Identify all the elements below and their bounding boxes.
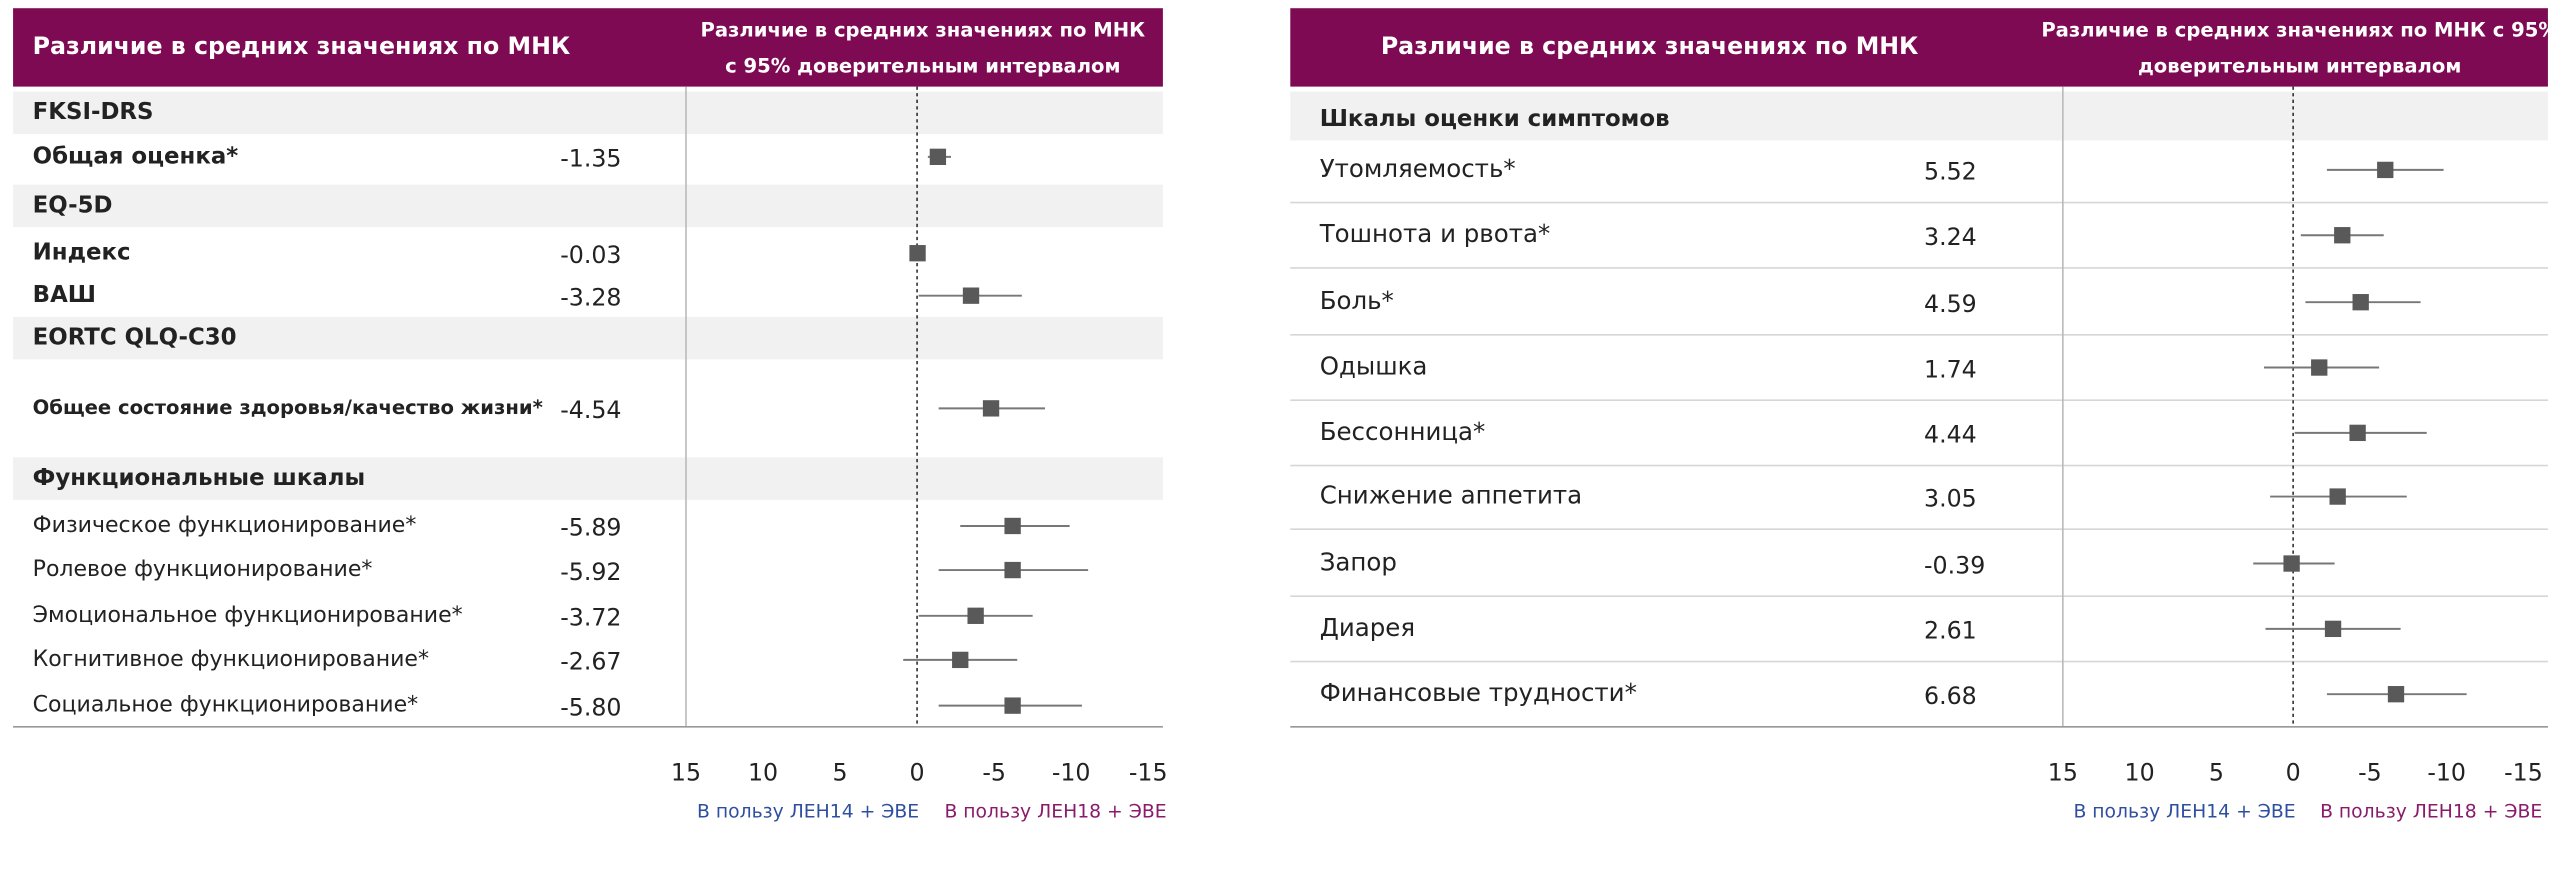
row-label: Снижение аппетита: [1320, 481, 1582, 510]
row-value: 2.61: [1924, 617, 1977, 645]
section-band: [13, 457, 1163, 500]
row-label: Функциональные шкалы: [33, 465, 366, 491]
x-tick-label: 15: [671, 759, 701, 787]
row-value: 5.52: [1924, 158, 1977, 186]
row-value: -5.80: [560, 693, 621, 721]
estimate-marker: [1004, 697, 1021, 714]
section-band: [13, 184, 1163, 228]
row-value: 1.74: [1924, 355, 1977, 383]
estimate-marker: [2387, 686, 2405, 703]
row-value: 3.24: [1924, 223, 1977, 251]
row-label: Шкалы оценки симптомов: [1320, 106, 1670, 132]
row-label: ВАШ: [33, 282, 96, 308]
row-label: EQ-5D: [33, 192, 113, 218]
section-band: [1290, 91, 2548, 141]
row-value: -5.89: [560, 514, 621, 542]
row-label: Бессонница*: [1320, 417, 1486, 446]
estimate-marker: [1004, 517, 1021, 535]
row-label: Тошнота и рвота*: [1319, 219, 1551, 248]
favor-left: В пользу ЛЕН14 + ЭВЕ: [697, 801, 919, 822]
row-label: Физическое функционирование*: [33, 513, 417, 538]
row-label: Финансовые трудности*: [1320, 678, 1637, 707]
row-value: -3.72: [560, 604, 621, 632]
row-value: -5.92: [560, 558, 621, 586]
x-tick-label: 15: [2048, 759, 2078, 787]
header-right: Различие в средних значениях по МНК: [701, 19, 1146, 42]
estimate-marker: [2352, 294, 2369, 311]
row-value: 6.68: [1924, 682, 1977, 710]
row-label: FKSI-DRS: [33, 99, 154, 125]
row-value: -4.54: [560, 396, 621, 424]
row-value: -1.35: [560, 145, 621, 173]
estimate-marker: [2324, 620, 2342, 638]
estimate-marker: [2349, 424, 2366, 442]
x-tick-label: -15: [1129, 759, 1168, 787]
x-tick-label: 0: [910, 759, 925, 787]
x-tick-label: -15: [2504, 759, 2543, 787]
row-label: Общее состояние здоровья/качество жизни*: [33, 396, 543, 419]
estimate-marker: [909, 245, 926, 262]
x-tick-label: 5: [833, 759, 848, 787]
estimate-marker: [967, 607, 984, 624]
favor-right: В пользу ЛЕН18 + ЭВЕ: [944, 801, 1166, 822]
row-label: Индекс: [33, 240, 131, 266]
row-value: 3.05: [1924, 484, 1977, 512]
row-value: -0.39: [1924, 551, 1985, 579]
row-label: Ролевое функционирование*: [33, 557, 373, 582]
row-value: 4.59: [1924, 290, 1977, 318]
row-label: Утомляемость*: [1320, 154, 1516, 183]
x-tick-label: 10: [2125, 759, 2155, 787]
x-tick-label: 10: [748, 759, 778, 787]
estimate-marker: [952, 651, 969, 669]
row-label: Общая оценка*: [33, 143, 239, 169]
row-label: Одышка: [1320, 352, 1428, 381]
section-band: [13, 91, 1163, 134]
estimate-marker: [929, 148, 947, 166]
estimate-marker: [2329, 488, 2346, 505]
header: [1290, 8, 2548, 87]
header: [13, 8, 1163, 87]
estimate-marker: [2283, 555, 2300, 572]
estimate-marker: [2311, 359, 2328, 376]
row-value: -3.28: [560, 283, 621, 311]
row-label: Запор: [1320, 548, 1397, 577]
header-left: Различие в средних значениях по МНК: [1381, 32, 1919, 60]
header-left: Различие в средних значениях по МНК: [33, 32, 571, 60]
row-value: -0.03: [560, 241, 621, 269]
row-label: Эмоциональное функционирование*: [33, 603, 463, 628]
estimate-marker: [982, 400, 1000, 417]
estimate-marker: [2377, 161, 2394, 179]
row-label: Диарея: [1320, 613, 1415, 642]
header-right: доверительным интервалом: [2138, 55, 2461, 78]
row-label: EORTC QLQ-C30: [33, 325, 237, 351]
header-right: Различие в средних значениях по МНК с 95…: [2041, 19, 2558, 42]
row-label: Социальное функционирование*: [33, 693, 419, 718]
estimate-marker: [2334, 227, 2351, 244]
favor-left: В пользу ЛЕН14 + ЭВЕ: [2073, 801, 2295, 822]
favor-right: В пользу ЛЕН18 + ЭВЕ: [2320, 801, 2542, 822]
header-right: с 95% доверительным интервалом: [725, 55, 1120, 78]
row-label: Боль*: [1320, 286, 1394, 315]
row-label: Когнитивное функционирование*: [33, 647, 429, 672]
row-value: 4.44: [1924, 421, 1977, 449]
row-value: -2.67: [560, 648, 621, 676]
x-tick-label: -5: [982, 759, 1006, 787]
section-band: [13, 316, 1163, 360]
x-tick-label: -5: [2358, 759, 2382, 787]
x-tick-label: 5: [2209, 759, 2224, 787]
x-tick-label: -10: [2427, 759, 2466, 787]
estimate-marker: [962, 287, 980, 304]
x-tick-label: -10: [1052, 759, 1091, 787]
estimate-marker: [1004, 561, 1021, 579]
x-tick-label: 0: [2286, 759, 2301, 787]
